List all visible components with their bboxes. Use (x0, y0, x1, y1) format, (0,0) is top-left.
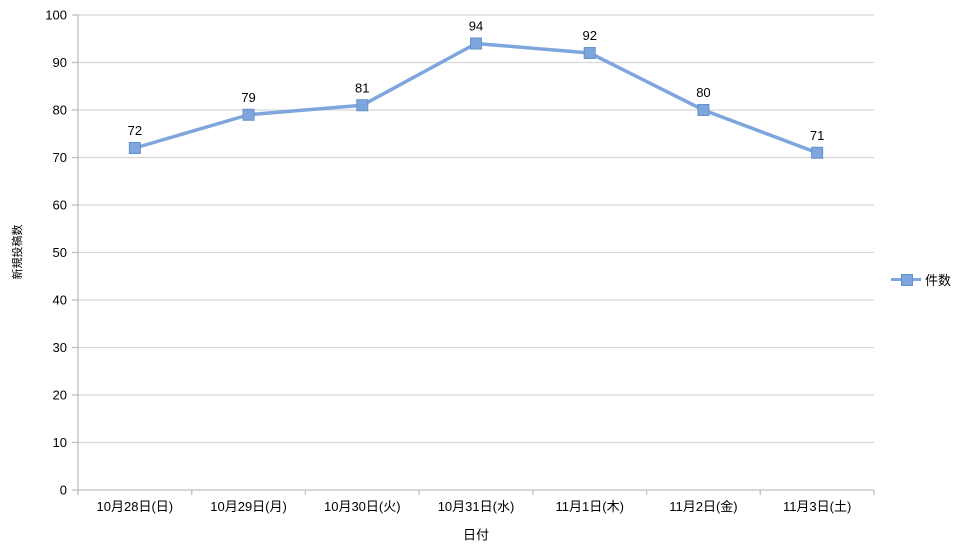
y-tick-label: 0 (60, 483, 67, 498)
legend[interactable]: 件数 (891, 271, 952, 288)
x-tick-label: 11月1日(木) (556, 499, 624, 514)
data-point-marker[interactable] (811, 146, 824, 159)
y-tick-label: 90 (53, 55, 67, 70)
data-point-marker[interactable] (697, 104, 710, 116)
series-line[interactable] (134, 41, 818, 155)
x-tick-label: 11月3日(土) (783, 499, 851, 514)
y-tick-label: 30 (53, 340, 67, 355)
y-tick-label: 60 (53, 198, 67, 213)
y-tick-label: 80 (53, 103, 67, 118)
legend-label: 件数 (925, 272, 952, 288)
y-tick-label: 40 (53, 293, 67, 308)
data-label: 92 (582, 28, 596, 43)
x-tick-label: 10月29日(月) (210, 499, 287, 514)
y-tick-label: 100 (45, 8, 67, 23)
data-label: 80 (696, 85, 710, 100)
x-tick-label: 10月31日(水) (438, 499, 515, 514)
data-point-marker[interactable] (242, 108, 255, 121)
y-tick-label: 20 (53, 388, 67, 403)
data-label: 71 (810, 128, 824, 143)
data-label: 72 (128, 123, 142, 138)
data-point-marker[interactable] (356, 99, 369, 112)
y-tick-label: 70 (53, 150, 67, 165)
series-line-marker-icon (891, 273, 921, 286)
x-tick-label: 10月30日(火) (324, 499, 401, 514)
y-axis-title: 新規投稿数 (12, 224, 24, 280)
legend-square-swatch (901, 274, 913, 286)
data-point-marker[interactable] (583, 47, 596, 59)
data-label: 81 (355, 80, 369, 95)
y-tick-label: 10 (53, 435, 67, 450)
data-label: 94 (469, 19, 483, 34)
y-tick-label: 50 (53, 245, 67, 260)
data-point-marker[interactable] (470, 37, 482, 50)
x-axis-title: 日付 (462, 527, 490, 543)
x-tick-label: 10月28日(日) (97, 499, 174, 514)
x-tick-label: 11月2日(金) (669, 499, 737, 514)
data-label: 79 (241, 90, 255, 105)
data-point-marker[interactable] (128, 142, 141, 154)
